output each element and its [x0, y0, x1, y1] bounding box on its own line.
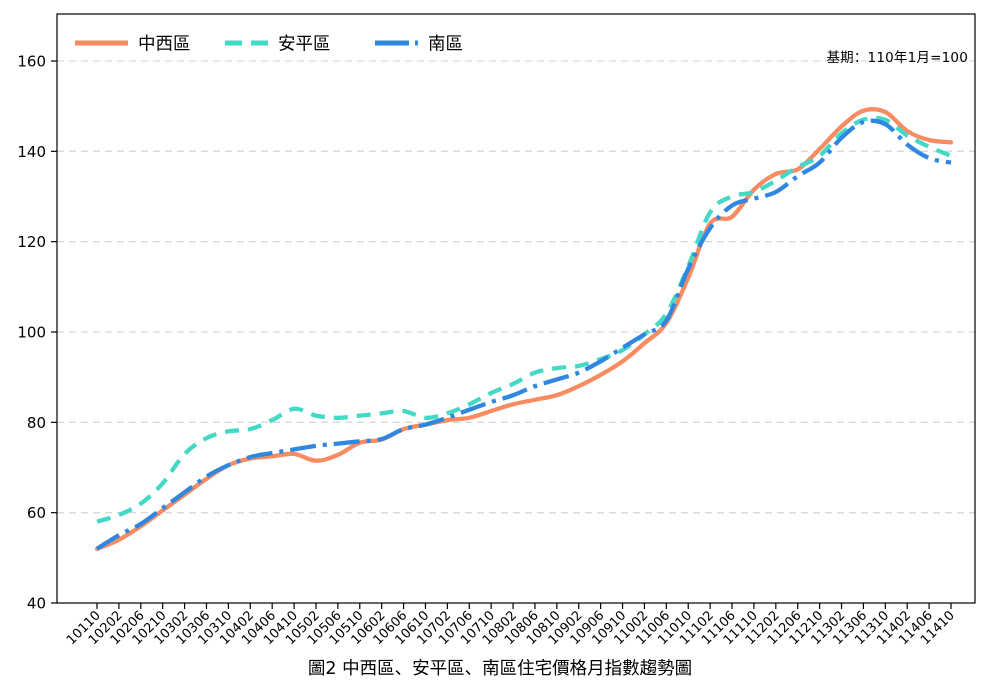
y-tick-label: 100 [17, 324, 46, 342]
y-tick-label: 120 [17, 233, 46, 251]
legend-label-2: 南區 [428, 35, 463, 55]
y-tick-label: 60 [27, 504, 46, 522]
y-tick-label: 40 [27, 595, 46, 613]
legend-label-0: 中西區 [138, 35, 191, 55]
y-tick-label: 80 [27, 414, 46, 432]
y-tick-label: 160 [17, 53, 46, 71]
legend-label-1: 安平區 [278, 35, 331, 55]
y-tick-label: 140 [17, 143, 46, 161]
series-line-2 [95, 118, 952, 551]
plot-border [56, 13, 976, 604]
series-line-0 [94, 107, 954, 551]
series-line-1 [96, 115, 952, 524]
figure-title: 圖2 中西區、安平區、南區住宅價格月指數趨勢圖 [307, 659, 693, 679]
base-period-note: 基期：110年1月=100 [826, 50, 968, 66]
